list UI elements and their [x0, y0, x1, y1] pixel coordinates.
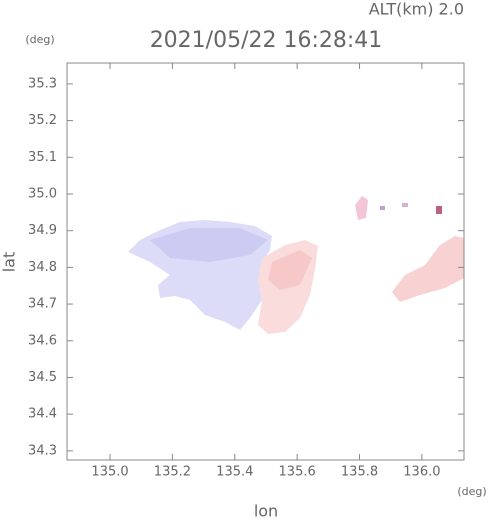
echo-fragment — [402, 203, 408, 207]
x-tick-label: 136.0 — [403, 465, 440, 480]
y-axis-label: lat — [0, 252, 19, 273]
positive-echo-east — [392, 236, 464, 302]
x-tick-label: 135.0 — [91, 465, 128, 480]
y-tick-label: 35.3 — [28, 76, 57, 91]
y-tick-label: 35.1 — [28, 150, 57, 165]
echo-fragment — [380, 206, 385, 210]
y-tick-label: 34.8 — [28, 260, 57, 275]
negative-echo-core — [150, 228, 268, 262]
x-tick-label: 135.4 — [216, 465, 253, 480]
y-tick-label: 34.9 — [28, 223, 57, 238]
y-tick-label: 34.7 — [28, 297, 57, 312]
x-tick-label: 135.6 — [279, 465, 316, 480]
y-tick-label: 34.3 — [28, 443, 57, 458]
y-tick-label: 35.0 — [28, 186, 57, 201]
x-unit: (deg) — [457, 485, 486, 498]
x-axis-label: lon — [254, 502, 278, 521]
echo-field — [128, 196, 464, 334]
echo-fragment — [355, 196, 368, 220]
chart-title: 2021/05/22 16:28:41 — [150, 28, 383, 53]
x-tick-label: 135.8 — [341, 465, 378, 480]
y-tick-label: 34.5 — [28, 370, 57, 385]
y-tick-label: 35.2 — [28, 113, 57, 128]
y-unit: (deg) — [25, 33, 54, 46]
positive-echo-core — [268, 250, 312, 290]
y-tick-label: 34.4 — [28, 407, 57, 422]
x-tick-label: 135.2 — [154, 465, 191, 480]
echo-fragment — [436, 206, 442, 214]
plot-frame — [66, 62, 465, 461]
altitude-label: ALT(km) 2.0 — [369, 0, 464, 19]
y-tick-label: 34.6 — [28, 333, 57, 348]
